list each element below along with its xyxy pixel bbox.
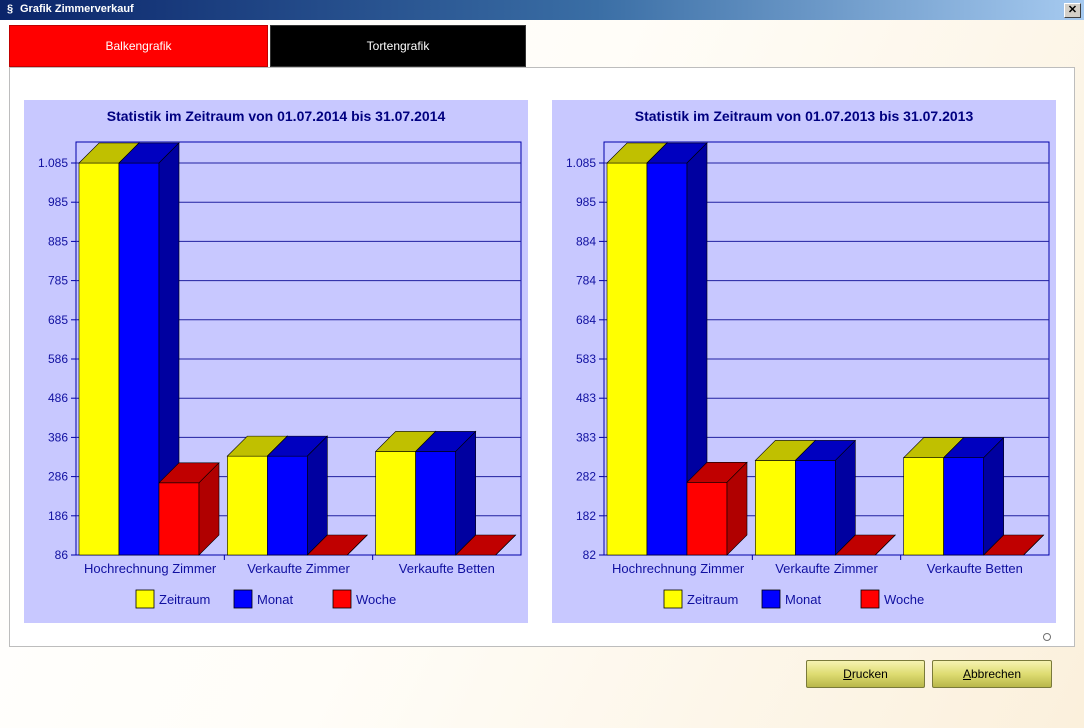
legend-label-zeitraum: Zeitraum <box>687 592 738 607</box>
close-icon[interactable]: ✕ <box>1064 3 1081 18</box>
x-tick-label: Verkaufte Zimmer <box>775 561 878 576</box>
bar-monat <box>795 460 836 556</box>
y-tick-label: 985 <box>576 195 596 209</box>
legend-swatch-zeitraum <box>663 589 683 609</box>
bar-zeitraum <box>755 460 796 556</box>
chart-title: Statistik im Zeitraum von 01.07.2013 bis… <box>635 108 974 124</box>
x-tick-label: Verkaufte Betten <box>927 561 1023 576</box>
y-tick-label: 785 <box>48 274 68 288</box>
bar-zeitraum <box>606 162 648 556</box>
bar-monat <box>415 451 456 556</box>
bar-woche <box>686 482 728 556</box>
bar-side-monat <box>983 436 1004 556</box>
chart-2013: Statistik im Zeitraum von 01.07.2013 bis… <box>552 100 1056 623</box>
x-tick-label: Hochrechnung Zimmer <box>612 561 745 576</box>
legend-label-monat: Monat <box>257 592 294 607</box>
cancel-button[interactable]: Abbrechen <box>932 660 1052 688</box>
tab-balkengrafik[interactable]: Balkengrafik <box>9 25 268 67</box>
app-icon[interactable]: § <box>6 3 14 15</box>
y-tick-label: 286 <box>48 470 68 484</box>
legend-label-monat: Monat <box>785 592 822 607</box>
x-tick-label: Verkaufte Zimmer <box>247 561 350 576</box>
y-tick-label: 684 <box>576 313 596 327</box>
legend-label-woche: Woche <box>356 592 396 607</box>
bar-side-woche <box>1023 534 1044 556</box>
bar-side-monat <box>307 435 328 556</box>
y-tick-label: 486 <box>48 391 68 405</box>
y-tick-label: 386 <box>48 430 68 444</box>
tab-tortengrafik[interactable]: Tortengrafik <box>270 25 526 67</box>
print-button[interactable]: Drucken <box>806 660 925 688</box>
bar-side-woche <box>726 461 748 556</box>
y-tick-label: 583 <box>576 352 596 366</box>
y-tick-label: 383 <box>576 430 596 444</box>
print-button-accel: D <box>843 667 852 681</box>
y-tick-label: 884 <box>576 234 596 248</box>
y-tick-label: 985 <box>48 195 68 209</box>
y-tick-label: 685 <box>48 313 68 327</box>
bar-zeitraum <box>227 455 268 556</box>
legend-label-zeitraum: Zeitraum <box>159 592 210 607</box>
y-tick-label: 784 <box>576 274 596 288</box>
y-tick-label: 483 <box>576 391 596 405</box>
legend-swatch-woche <box>860 589 880 609</box>
bar-side-woche <box>495 534 516 556</box>
bar-monat <box>118 162 160 556</box>
bar-monat <box>943 457 984 556</box>
window-titlebar: § Grafik Zimmerverkauf ✕ <box>0 0 1084 20</box>
bar-zeitraum <box>903 457 944 556</box>
bar-side-monat <box>455 430 476 556</box>
chart-title: Statistik im Zeitraum von 01.07.2014 bis… <box>107 108 446 124</box>
legend-swatch-monat <box>233 589 253 609</box>
legend-swatch-monat <box>761 589 781 609</box>
x-tick-label: Verkaufte Betten <box>399 561 495 576</box>
y-tick-label: 182 <box>576 509 596 523</box>
y-tick-label: 86 <box>55 548 69 562</box>
cancel-button-label: bbrechen <box>970 667 1022 681</box>
bar-side-woche <box>347 534 368 556</box>
bar-monat <box>267 455 308 556</box>
legend-swatch-woche <box>332 589 352 609</box>
x-tick-label: Hochrechnung Zimmer <box>84 561 217 576</box>
bar-zeitraum <box>375 451 416 556</box>
y-tick-label: 586 <box>48 352 68 366</box>
bar-side-woche <box>198 462 220 556</box>
y-tick-label: 282 <box>576 470 596 484</box>
chart-2014-svg: Statistik im Zeitraum von 01.07.2014 bis… <box>38 108 522 609</box>
bar-zeitraum <box>78 162 120 556</box>
y-tick-label: 885 <box>48 234 68 248</box>
bar-monat <box>646 162 688 556</box>
y-tick-label: 186 <box>48 509 68 523</box>
y-tick-label: 82 <box>583 548 597 562</box>
window-title: Grafik Zimmerverkauf <box>20 3 134 15</box>
cancel-button-accel: A <box>962 667 971 681</box>
y-tick-label: 1.085 <box>566 156 596 170</box>
legend-label-woche: Woche <box>884 592 924 607</box>
legend-swatch-zeitraum <box>135 589 155 609</box>
print-button-label: rucken <box>851 667 888 681</box>
y-tick-label: 1.085 <box>38 156 68 170</box>
bar-woche <box>158 482 200 556</box>
chart-2013-svg: Statistik im Zeitraum von 01.07.2013 bis… <box>566 108 1050 609</box>
chart-2014: Statistik im Zeitraum von 01.07.2014 bis… <box>24 100 528 623</box>
resize-grip-icon <box>1043 633 1051 641</box>
